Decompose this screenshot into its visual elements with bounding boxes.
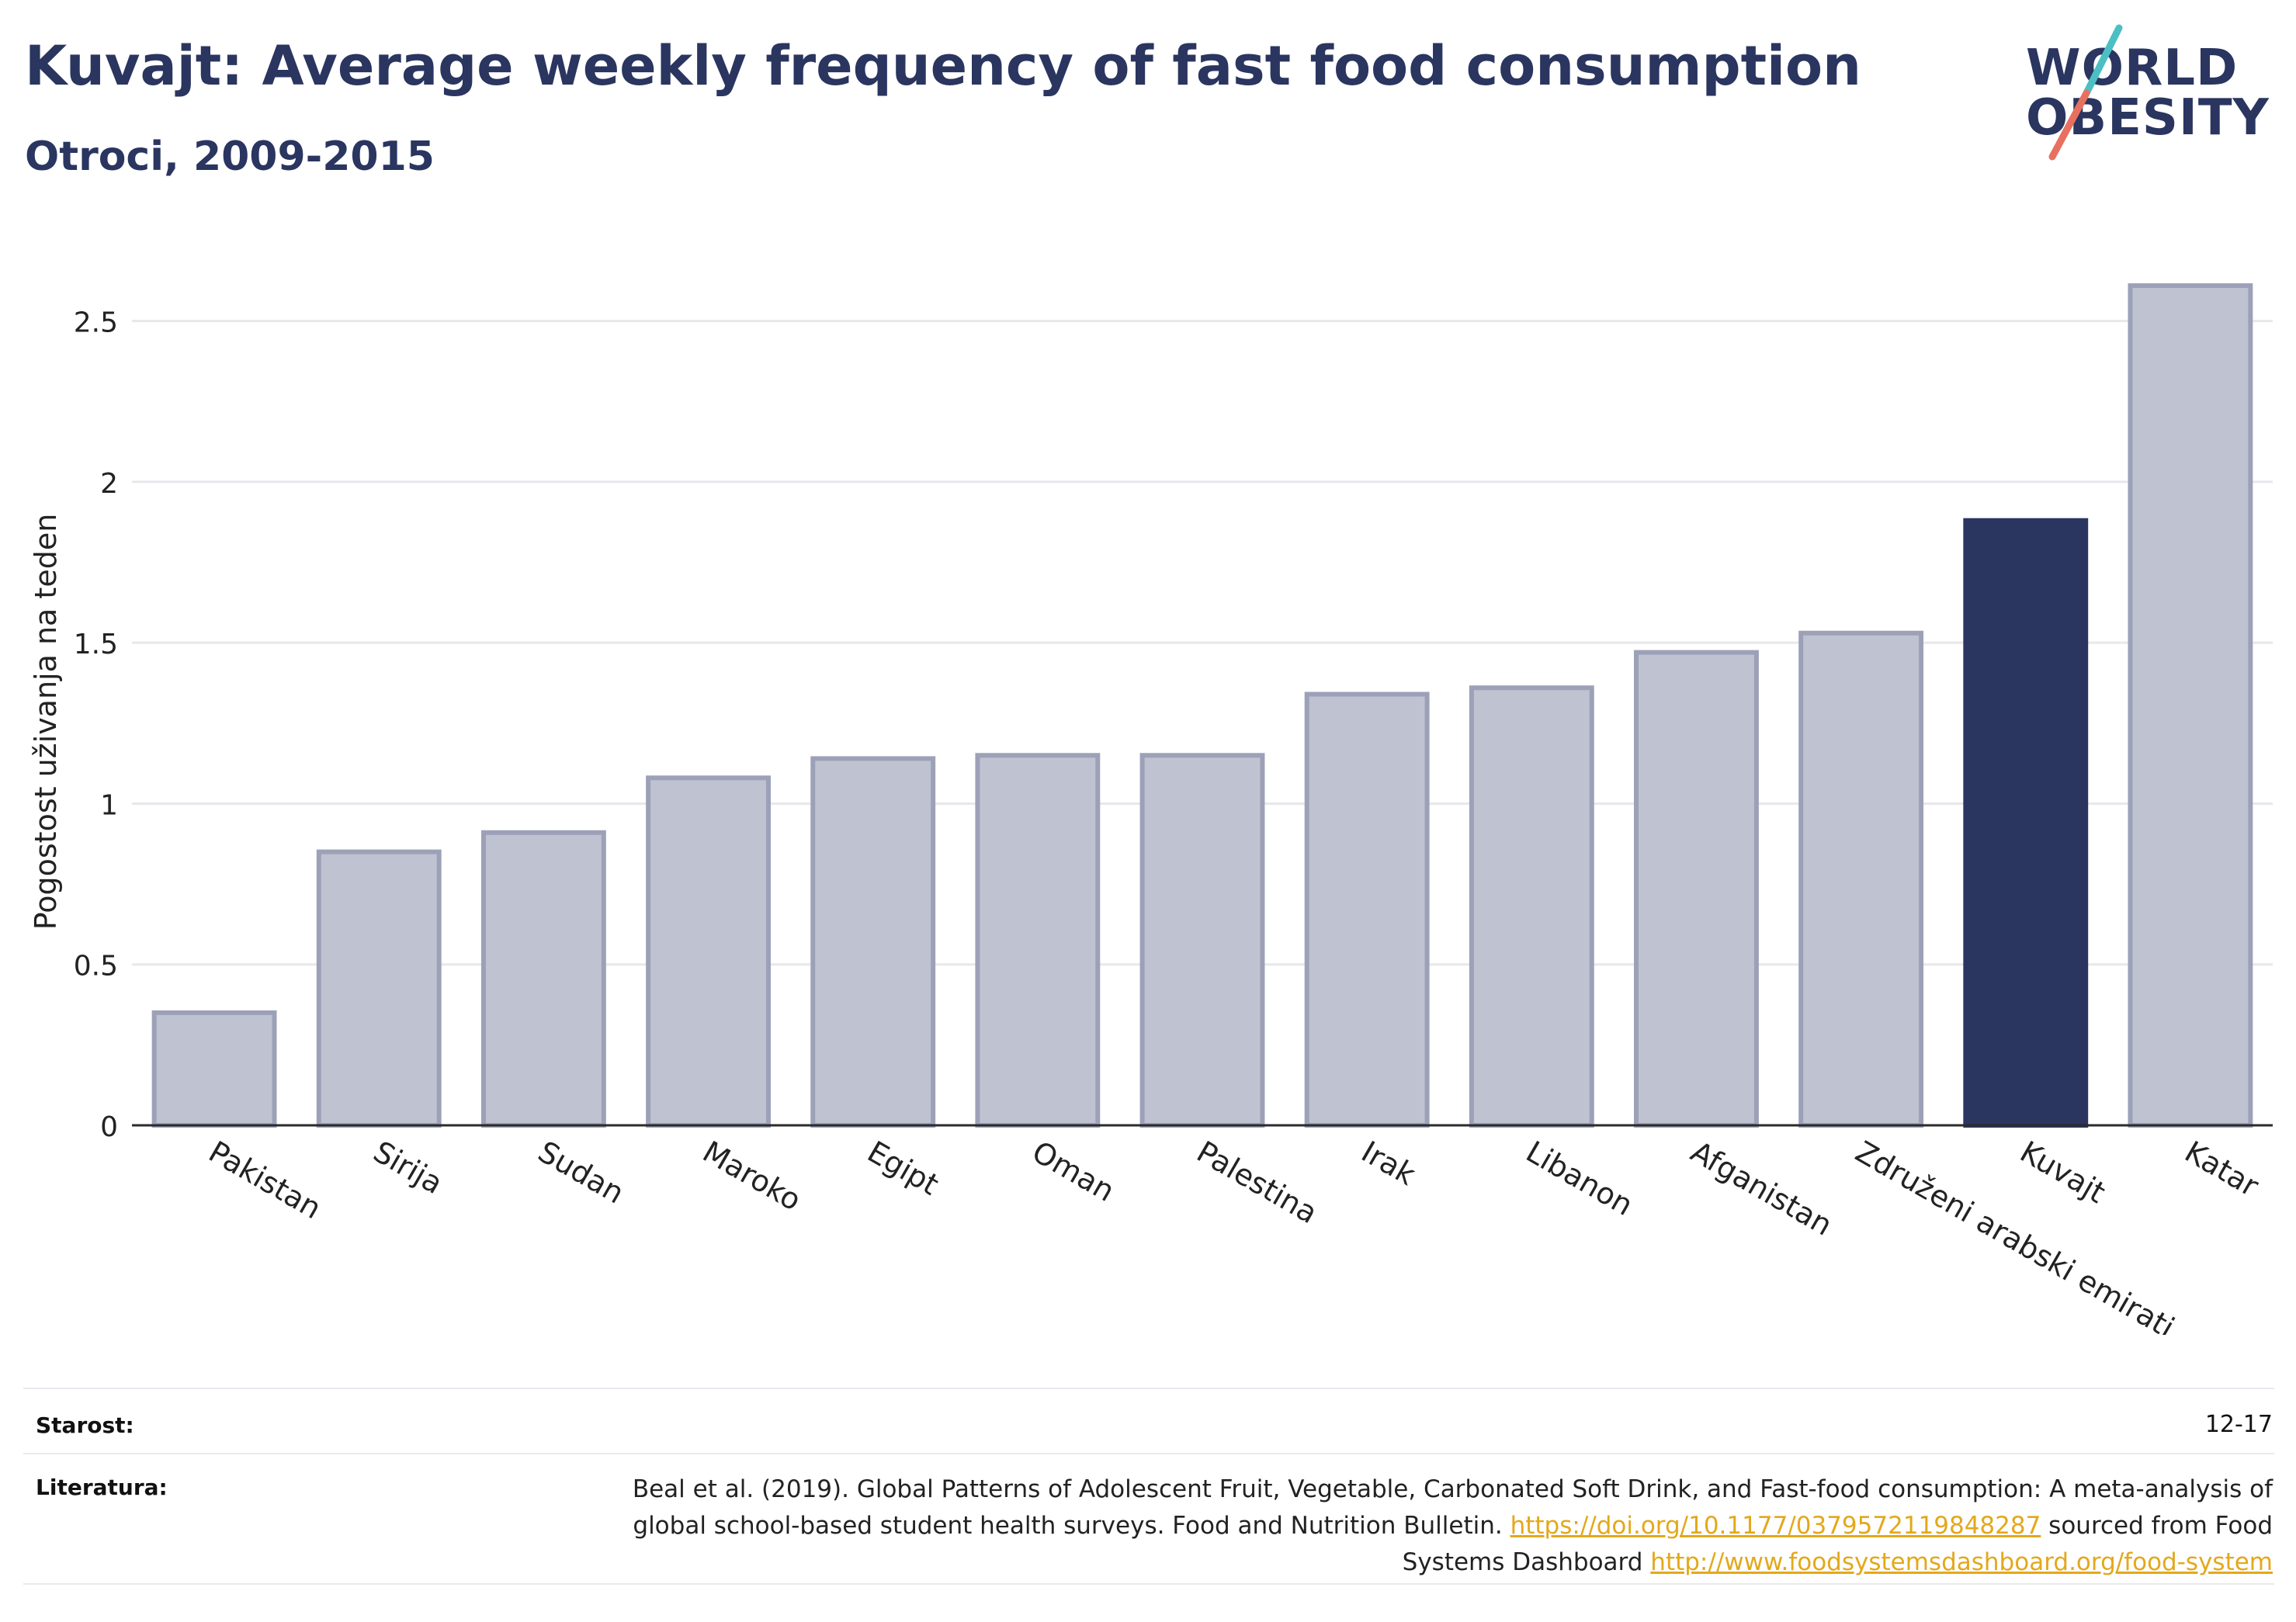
x-tick-label: Združeni arabski emirati — [1850, 1135, 2180, 1335]
x-tick-label: Maroko — [697, 1135, 807, 1218]
y-tick-label: 0.5 — [74, 951, 118, 983]
x-tick-label: Egipt — [862, 1135, 945, 1202]
x-tick-label: Afganistan — [1685, 1135, 1838, 1242]
footer-divider-bottom — [23, 1583, 2274, 1585]
bar-maroko — [646, 775, 771, 1128]
bar-afganistan — [1634, 650, 1759, 1128]
age-value: 12-17 — [2204, 1411, 2273, 1438]
bar-sudan — [480, 830, 606, 1128]
bar-palestina — [1139, 753, 1265, 1128]
age-label: Starost: — [36, 1412, 134, 1438]
y-tick-label: 0 — [100, 1111, 118, 1143]
x-tick-label: Sudan — [532, 1135, 630, 1211]
chart-subtitle: Otroci, 2009-2015 — [25, 133, 435, 180]
x-tick-label: Oman — [1026, 1135, 1120, 1208]
bar-egipt — [810, 756, 936, 1128]
footer-divider-top — [23, 1388, 2274, 1389]
bar-katar — [2128, 283, 2253, 1128]
x-tick-label: Libanon — [1521, 1135, 1639, 1222]
dashboard-link[interactable]: http://www.foodsystemsdashboard.org/food… — [1650, 1548, 2273, 1576]
reference-text-part-1: Beal et al. (2019). Global Patterns of A… — [632, 1475, 2273, 1540]
y-tick-label: 1.5 — [74, 629, 118, 660]
reference-text-part-2: sourced from Food Systems Dashboard — [1402, 1512, 2273, 1576]
x-tick-label: Irak — [1356, 1135, 1421, 1192]
logo-word-1: WORLD — [2026, 40, 2239, 97]
y-tick-label: 2 — [100, 468, 118, 500]
x-tick-label: Kuvajt — [2014, 1135, 2110, 1210]
bar-libanon — [1469, 685, 1594, 1128]
bar-pakistan — [151, 1010, 277, 1128]
bar-sirija — [316, 849, 442, 1128]
footer-divider-middle — [23, 1453, 2274, 1454]
bar-kuvajt — [1963, 518, 2089, 1128]
x-tick-label: Palestina — [1191, 1135, 1323, 1231]
doi-link[interactable]: https://doi.org/10.1177/0379572119848287 — [1510, 1512, 2041, 1540]
y-tick-label: 2.5 — [74, 307, 118, 339]
logo-slash-icon — [2048, 24, 2123, 161]
reference-text: Beal et al. (2019). Global Patterns of A… — [565, 1471, 2273, 1581]
x-tick-label: Sirija — [368, 1135, 449, 1201]
x-tick-label: Katar — [2179, 1135, 2264, 1204]
bars — [151, 283, 2253, 1128]
bar-irak — [1304, 691, 1430, 1128]
chart-title: Kuvajt: Average weekly frequency of fast… — [25, 34, 1861, 98]
reference-label: Literatura: — [36, 1475, 168, 1500]
bar-združeni-arabski-emirati — [1798, 630, 1924, 1128]
y-tick-label: 1 — [100, 789, 118, 821]
world-obesity-logo: WORLD OBESITY — [2026, 22, 2282, 161]
y-axis-ticks: 0 0.5 1 1.5 2 2.5 — [74, 307, 118, 1143]
x-axis-labels: Pakistan Sirija Sudan Maroko Egipt Oman Palest… — [203, 1135, 2265, 1335]
bar-chart: 0 0.5 1 1.5 2 2.5 Pakistan Sirija Sudan Maroko Eg… — [29, 283, 2273, 1335]
bar-oman — [975, 753, 1101, 1128]
y-axis-label: Pogostost uživanja na teden — [29, 514, 63, 931]
x-tick-label: Pakistan — [203, 1135, 328, 1226]
